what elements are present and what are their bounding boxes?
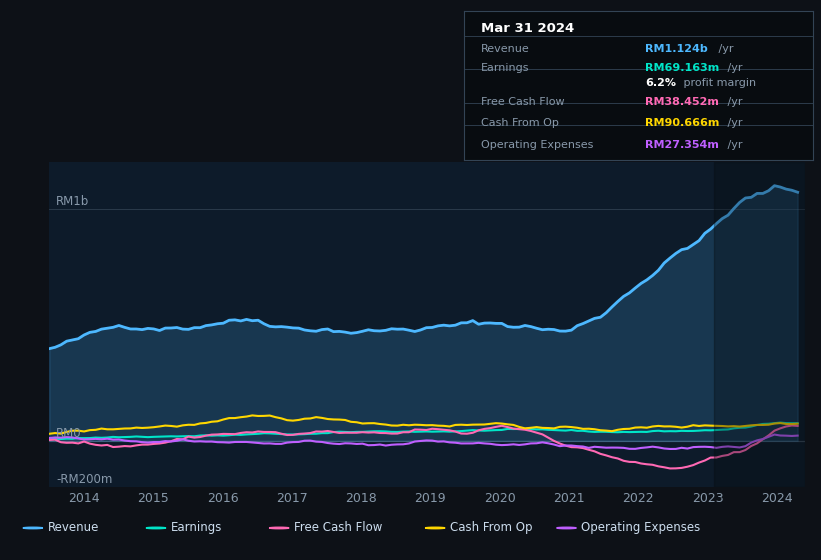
Text: RM27.354m: RM27.354m: [645, 141, 719, 150]
Text: /yr: /yr: [724, 141, 742, 150]
Text: Free Cash Flow: Free Cash Flow: [481, 97, 565, 108]
Bar: [714, 162, 805, 487]
Circle shape: [23, 527, 43, 529]
Text: Revenue: Revenue: [481, 44, 530, 54]
Text: -RM200m: -RM200m: [56, 473, 112, 486]
Text: Free Cash Flow: Free Cash Flow: [294, 521, 383, 534]
Circle shape: [425, 527, 445, 529]
Text: Earnings: Earnings: [171, 521, 222, 534]
Text: Operating Expenses: Operating Expenses: [581, 521, 700, 534]
Text: profit margin: profit margin: [680, 78, 756, 88]
Circle shape: [557, 527, 576, 529]
Text: Revenue: Revenue: [48, 521, 99, 534]
Text: /yr: /yr: [715, 44, 734, 54]
Text: /yr: /yr: [724, 118, 742, 128]
Text: Mar 31 2024: Mar 31 2024: [481, 22, 575, 35]
Circle shape: [269, 527, 289, 529]
Text: Earnings: Earnings: [481, 63, 530, 73]
Text: RM0: RM0: [56, 427, 82, 440]
Text: Cash From Op: Cash From Op: [481, 118, 559, 128]
Text: /yr: /yr: [724, 97, 742, 108]
Text: /yr: /yr: [724, 63, 742, 73]
Text: 6.2%: 6.2%: [645, 78, 677, 88]
Text: RM90.666m: RM90.666m: [645, 118, 720, 128]
Text: RM69.163m: RM69.163m: [645, 63, 719, 73]
Text: RM38.452m: RM38.452m: [645, 97, 719, 108]
Text: Cash From Op: Cash From Op: [450, 521, 532, 534]
Text: RM1.124b: RM1.124b: [645, 44, 708, 54]
Text: Operating Expenses: Operating Expenses: [481, 141, 594, 150]
Text: RM1b: RM1b: [56, 195, 89, 208]
Circle shape: [146, 527, 166, 529]
